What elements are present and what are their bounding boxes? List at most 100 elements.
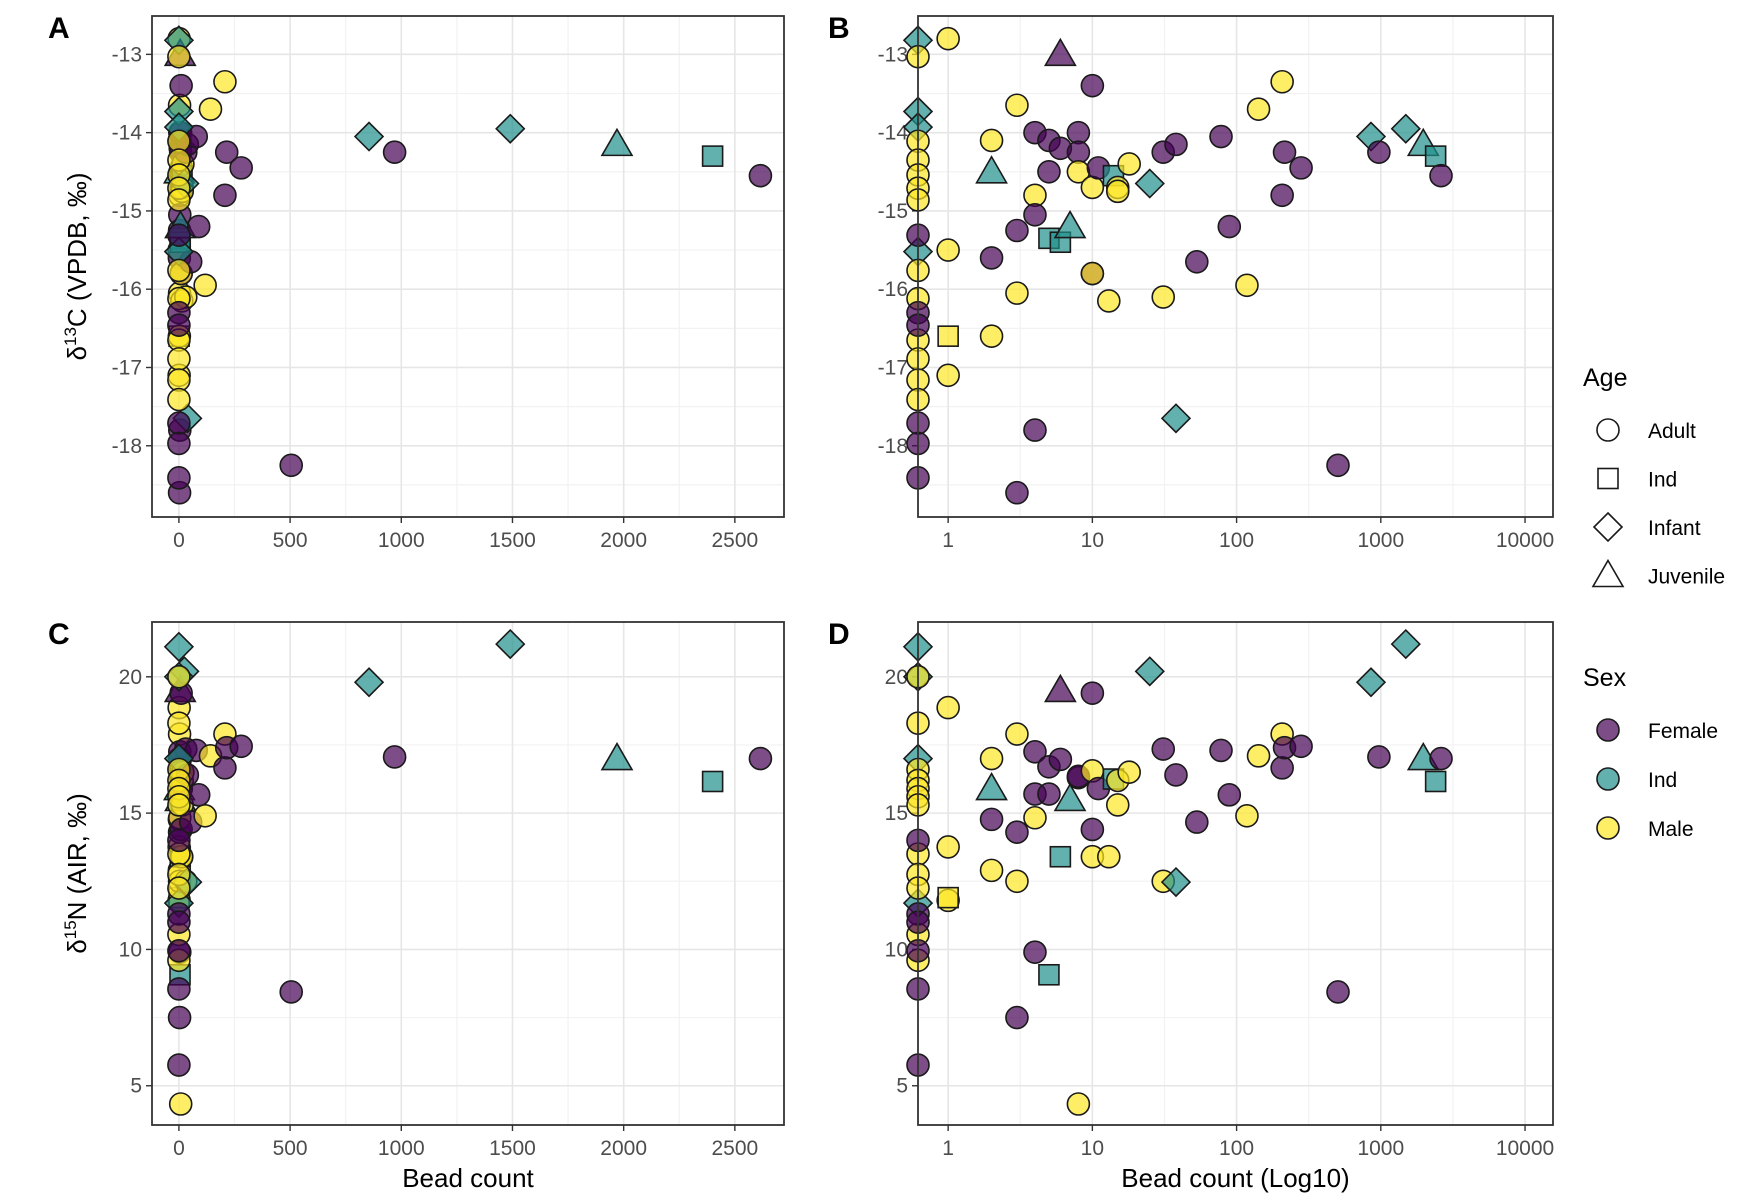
data-point <box>279 453 304 478</box>
data-point <box>163 631 195 662</box>
data-point <box>167 188 191 212</box>
legend-sex-label: Male <box>1648 818 1694 841</box>
legend-age-title: Age <box>1583 364 1627 392</box>
data-point <box>1023 203 1047 227</box>
y-axis-title: δ15N (AIR, ‰) <box>61 793 92 954</box>
panel-background <box>918 16 1553 517</box>
x-tick-label: 100 <box>1219 1137 1254 1160</box>
y-tick-label: -17 <box>112 356 142 379</box>
data-point <box>167 793 191 817</box>
data-point <box>1367 140 1391 165</box>
data-point <box>1235 804 1259 828</box>
x-tick-label: 500 <box>273 1137 308 1160</box>
y-tick-label: -14 <box>878 122 909 145</box>
y-tick-label: -15 <box>878 200 908 223</box>
y-axis-title-prefix: δ <box>62 939 92 953</box>
data-point <box>979 858 1004 883</box>
data-point <box>167 664 191 689</box>
data-point <box>1053 782 1087 812</box>
data-point <box>167 411 191 435</box>
data-point <box>167 368 191 392</box>
data-point <box>1023 418 1047 442</box>
data-point <box>1023 739 1047 764</box>
legend-sex-title: Sex <box>1583 664 1627 692</box>
data-point <box>1367 745 1391 769</box>
data-point <box>975 155 1008 184</box>
legend-age-label: Adult <box>1648 420 1696 443</box>
data-point <box>167 977 191 1001</box>
x-tick-label: 2500 <box>711 529 758 552</box>
data-point <box>1151 285 1176 309</box>
data-point <box>937 325 959 347</box>
legend-age-item: Juvenile <box>1591 558 1725 589</box>
data-point <box>1005 480 1029 505</box>
data-point <box>167 44 191 69</box>
y-tick-label: -15 <box>112 200 142 223</box>
data-point <box>1429 163 1453 188</box>
data-point <box>979 324 1004 348</box>
data-point <box>1235 273 1259 298</box>
x-tick-label: 1 <box>942 529 954 552</box>
data-point <box>1185 250 1209 274</box>
data-point <box>186 783 211 807</box>
data-point <box>748 163 773 188</box>
legend-square-icon <box>1597 467 1619 490</box>
data-point <box>1429 746 1453 771</box>
y-tick-label: 15 <box>119 802 142 825</box>
legend-diamond-icon <box>1592 511 1624 543</box>
legend-sex-items: Female Ind Male <box>1596 718 1718 841</box>
data-point <box>1049 845 1072 868</box>
data-point <box>167 387 191 412</box>
data-point <box>936 363 960 388</box>
data-point <box>495 113 526 144</box>
data-point <box>214 140 239 165</box>
data-point <box>979 746 1004 771</box>
data-point <box>1246 744 1271 768</box>
data-point <box>937 886 959 909</box>
x-tick-label: 1000 <box>1357 529 1404 552</box>
x-tick-label: 100 <box>1219 529 1254 552</box>
x-tick-label: 2500 <box>711 1137 758 1160</box>
data-point <box>1326 453 1350 478</box>
y-axis-title-rest: C (VPDB, ‰) <box>62 173 92 328</box>
x-tick-label: 1000 <box>378 529 425 552</box>
data-point <box>1105 793 1130 817</box>
panel-d: 5 10 15 20 1 10 100 1000 10000 D Bead count (Log10… <box>828 618 1554 1193</box>
x-tick-label: 10 <box>1081 1137 1104 1160</box>
data-point <box>1270 183 1294 208</box>
panel-border <box>917 621 1554 1126</box>
y-axis-title-superscript: 15 <box>61 920 80 939</box>
y-tick-label: 20 <box>885 666 908 689</box>
data-point <box>1134 168 1165 199</box>
y-tick-label: 10 <box>119 938 142 961</box>
data-point <box>1038 963 1060 986</box>
data-point <box>353 121 385 152</box>
panel-a: -13 -14 -15 -16 -17 -18 0 500 1000 1500 2000 2500 Aδ… <box>48 12 785 552</box>
data-point <box>382 745 407 769</box>
data-point <box>1037 782 1061 806</box>
x-tick-label: 10 <box>1081 529 1104 552</box>
y-tick-label: -17 <box>878 356 908 379</box>
panel-b: -13 -14 -15 -16 -17 -18 1 10 100 1000 10000 B <box>828 12 1554 552</box>
y-tick-label: -13 <box>878 43 908 66</box>
y-tick-label: 5 <box>130 1075 142 1098</box>
panel-border <box>151 621 785 1126</box>
legend-triangle-icon <box>1591 558 1625 588</box>
y-tick-label: -18 <box>112 435 142 458</box>
x-tick-label: 0 <box>173 1137 185 1160</box>
data-point <box>936 238 960 262</box>
data-point <box>1217 214 1242 239</box>
data-point <box>1134 656 1165 687</box>
data-point <box>936 26 960 51</box>
data-point <box>748 746 773 771</box>
y-tick-label: 5 <box>896 1075 908 1098</box>
data-point <box>1005 218 1029 243</box>
data-point <box>167 258 191 283</box>
data-point <box>169 73 193 98</box>
x-tick-label: 500 <box>273 529 308 552</box>
panel-label: C <box>48 618 70 651</box>
x-axis-title: Bead count (Log10) <box>1121 1163 1349 1193</box>
data-point <box>1066 140 1091 165</box>
data-point <box>1272 140 1297 165</box>
data-point <box>1160 866 1192 898</box>
